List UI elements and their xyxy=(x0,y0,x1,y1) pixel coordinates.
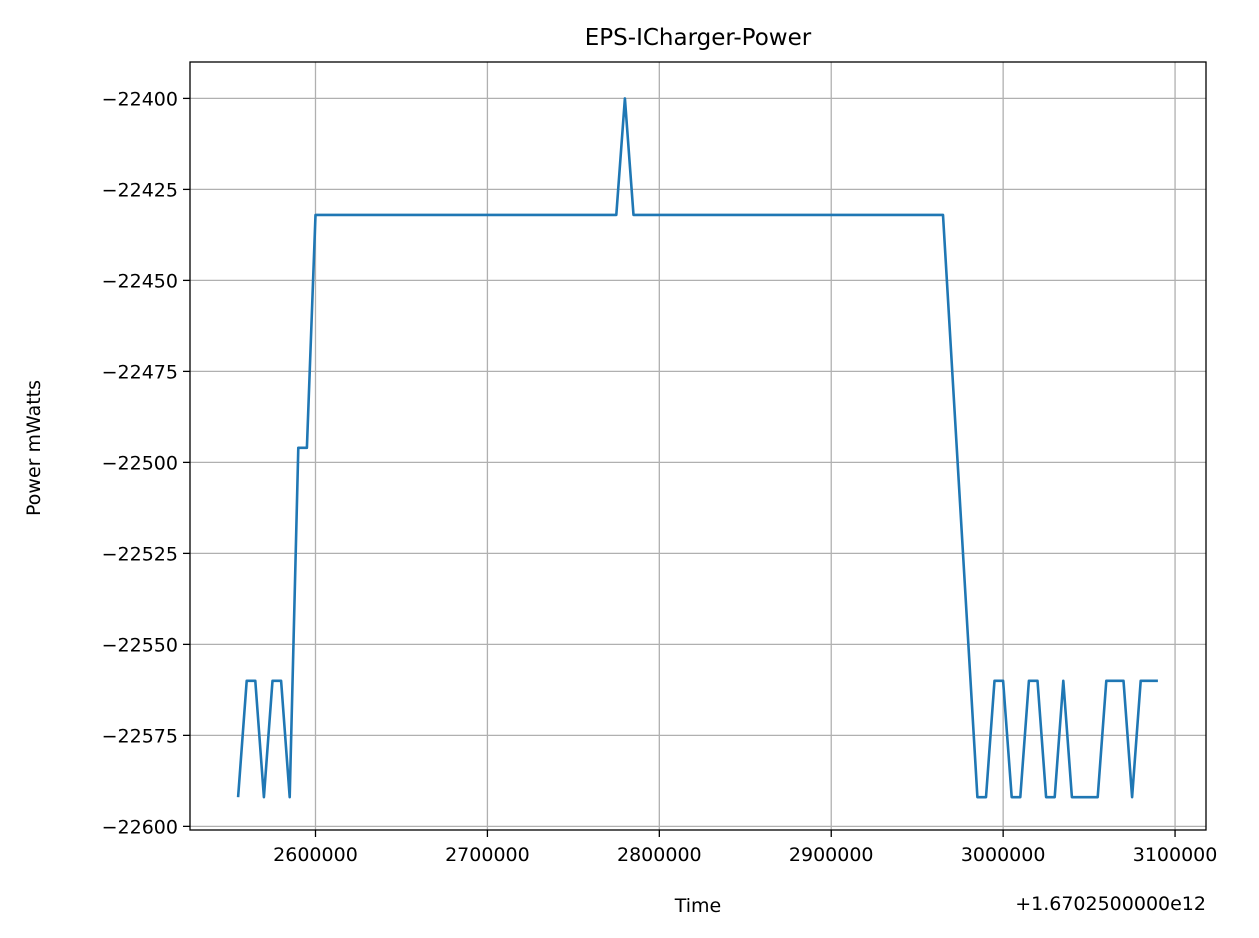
chart-title: EPS-ICharger-Power xyxy=(585,25,812,51)
y-tick-label: −22525 xyxy=(102,543,178,565)
x-axis-label: Time xyxy=(674,895,722,917)
x-tick-label: 3100000 xyxy=(1133,844,1218,866)
y-tick-label: −22425 xyxy=(102,179,178,201)
plot-series xyxy=(236,97,1158,799)
plot-frame xyxy=(189,61,1207,831)
y-tick-label: −22550 xyxy=(102,634,178,656)
series-line xyxy=(236,97,1158,799)
y-tick-label: −22475 xyxy=(102,361,178,383)
x-axis-offset-label: +1.6702500000e12 xyxy=(1015,893,1206,915)
x-tick-label: 2900000 xyxy=(789,844,874,866)
y-tick-label: −22575 xyxy=(102,725,178,747)
y-tick-label: −22400 xyxy=(102,88,178,110)
y-tick-label: −22600 xyxy=(102,816,178,838)
y-axis-label: Power mWatts xyxy=(23,380,45,516)
x-tick-label: 2700000 xyxy=(445,844,530,866)
x-tick-label: 3000000 xyxy=(961,844,1046,866)
y-tick-label: −22500 xyxy=(102,452,178,474)
x-tick-label: 2600000 xyxy=(273,844,358,866)
grid-lines xyxy=(190,62,1206,830)
y-tick-label: −22450 xyxy=(102,270,178,292)
y-axis: −22400 −22425 −22450 −22475 −22500 −22525 −225… xyxy=(102,88,190,838)
x-axis: 2600000 2700000 2800000 2900000 3000000 31000… xyxy=(273,830,1217,866)
x-tick-label: 2800000 xyxy=(617,844,702,866)
